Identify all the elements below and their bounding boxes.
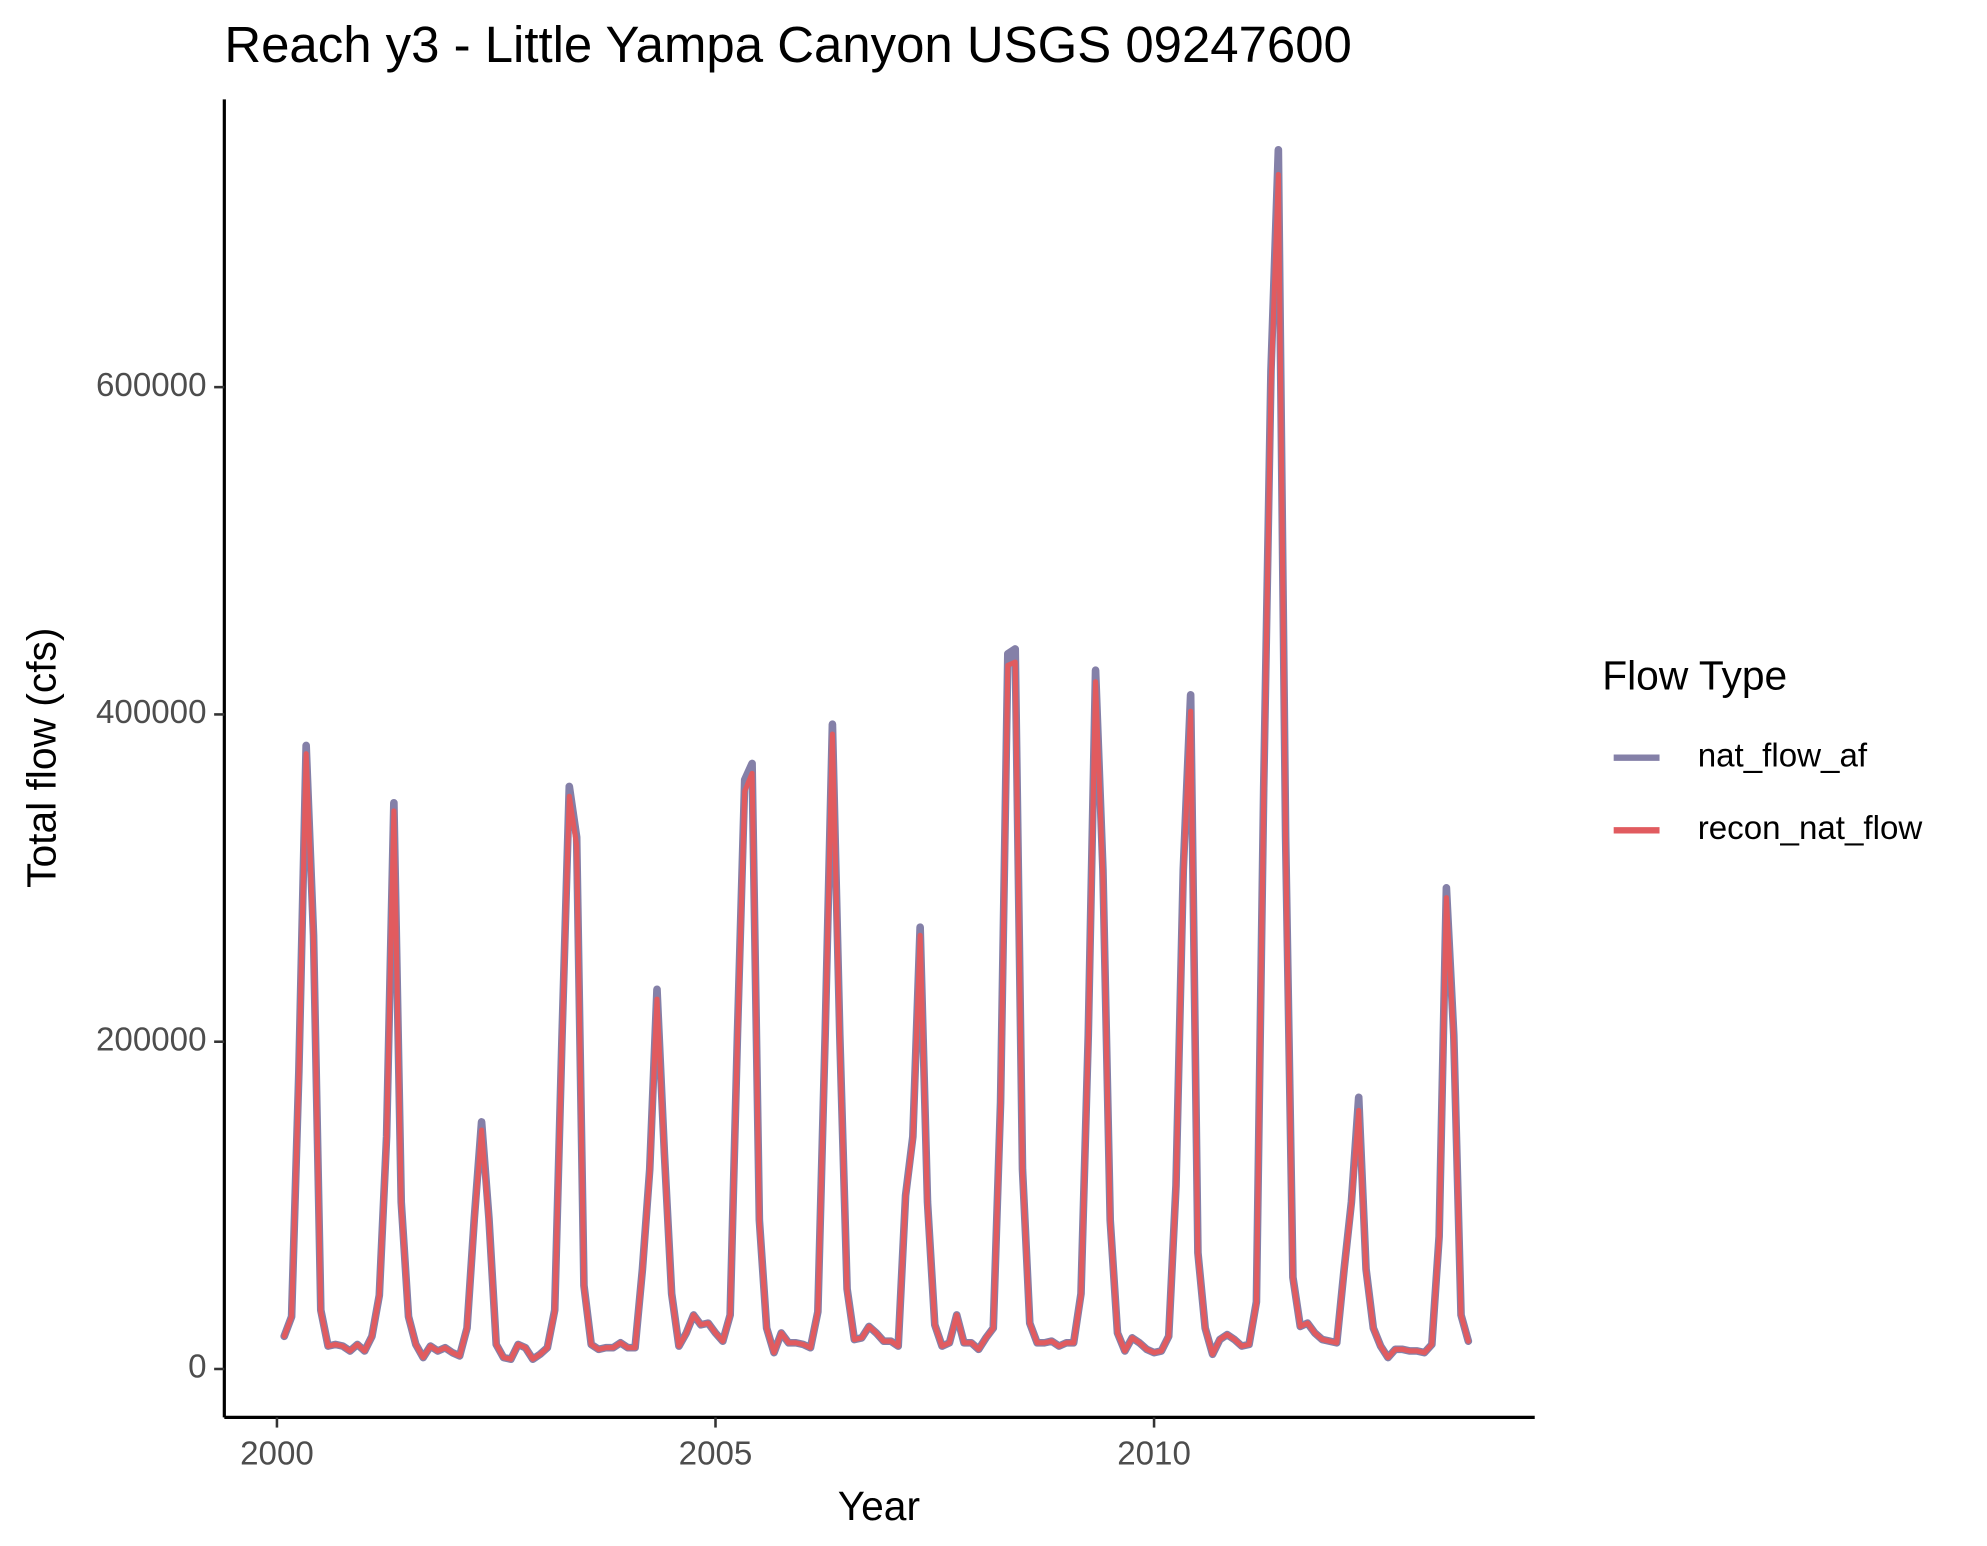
- y-tick-label: 200000: [96, 1021, 206, 1058]
- x-tick-label: 2005: [679, 1435, 753, 1472]
- y-axis-title: Total flow (cfs): [19, 628, 65, 888]
- x-tick-label: 2010: [1117, 1435, 1191, 1472]
- y-tick-label: 0: [188, 1349, 206, 1386]
- x-axis-title: Year: [838, 1483, 920, 1529]
- chart-title: Reach y3 - Little Yampa Canyon USGS 0924…: [224, 16, 1352, 73]
- legend-label: nat_flow_af: [1698, 737, 1868, 774]
- y-tick-label: 600000: [96, 367, 206, 404]
- legend-label: recon_nat_flow: [1698, 810, 1923, 847]
- series-line: [281, 171, 1471, 1362]
- y-tick-label: 400000: [96, 694, 206, 731]
- legend-title: Flow Type: [1602, 653, 1787, 699]
- x-tick-label: 2000: [240, 1435, 314, 1472]
